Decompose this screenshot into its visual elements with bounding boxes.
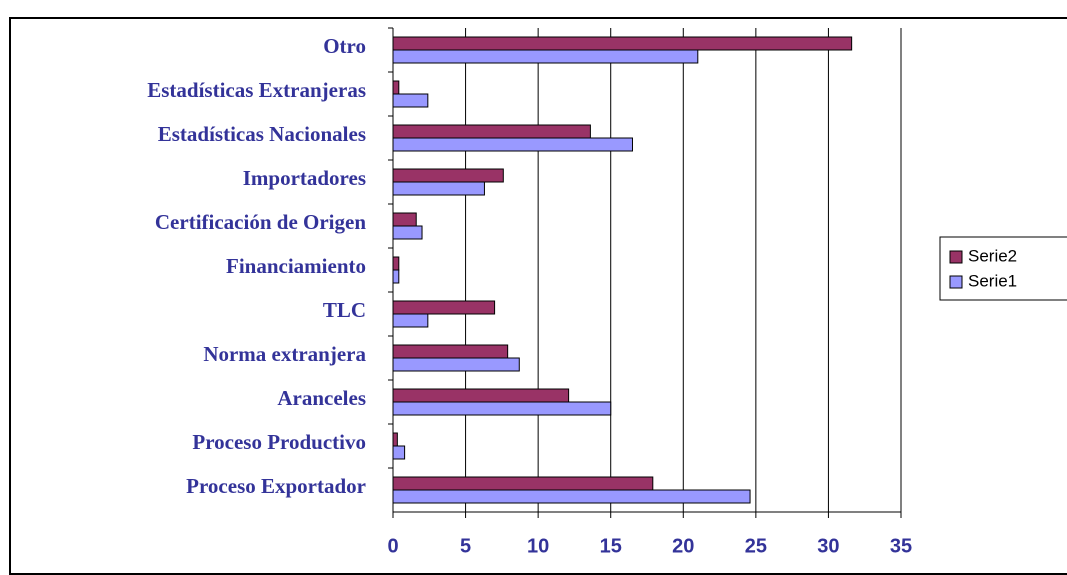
bar	[392, 225, 423, 240]
x-tick-label: 15	[600, 535, 622, 557]
y-tick-label: Estadísticas Nacionales	[158, 122, 366, 146]
legend-label: Serie2	[968, 246, 1017, 265]
bar	[392, 168, 504, 183]
bar	[392, 344, 509, 359]
bar	[392, 313, 429, 328]
y-tick-label: Certificación de Origen	[155, 210, 366, 234]
bar	[392, 80, 400, 95]
bar	[392, 401, 612, 416]
y-tick-label: Proceso Exportador	[186, 474, 366, 498]
bar	[392, 445, 406, 460]
x-tick-label: 35	[890, 535, 912, 557]
y-tick-label: Norma extranjera	[203, 342, 366, 366]
bar	[392, 256, 400, 271]
bar	[392, 357, 520, 372]
bar	[392, 36, 853, 51]
bar	[392, 212, 417, 227]
x-tick-label: 10	[527, 535, 549, 557]
legend-box	[939, 236, 1067, 301]
chart-border	[9, 17, 1067, 575]
y-tick-label: TLC	[323, 298, 366, 322]
y-tick-label: Estadísticas Extranjeras	[147, 78, 366, 102]
y-tick-label: Aranceles	[277, 386, 366, 410]
x-tick-label: 5	[460, 535, 471, 557]
bar	[392, 476, 654, 491]
bar	[392, 388, 570, 403]
x-tick-label: 0	[387, 535, 398, 557]
bar	[392, 489, 751, 504]
bar	[392, 49, 699, 64]
x-tick-label: 25	[745, 535, 767, 557]
legend-swatch	[949, 250, 963, 264]
y-tick-label: Financiamiento	[226, 254, 366, 278]
bar	[392, 93, 429, 108]
y-tick-label: Importadores	[243, 166, 366, 190]
legend-swatch	[949, 275, 963, 289]
bar	[392, 432, 398, 447]
bar	[392, 269, 400, 284]
bar	[392, 124, 591, 139]
bar	[392, 181, 485, 196]
x-tick-label: 30	[817, 535, 839, 557]
legend-label: Serie1	[968, 271, 1017, 290]
bar	[392, 137, 633, 152]
y-tick-label: Otro	[323, 34, 366, 58]
x-tick-label: 20	[672, 535, 694, 557]
bar	[392, 300, 496, 315]
y-tick-label: Proceso Productivo	[192, 430, 366, 454]
